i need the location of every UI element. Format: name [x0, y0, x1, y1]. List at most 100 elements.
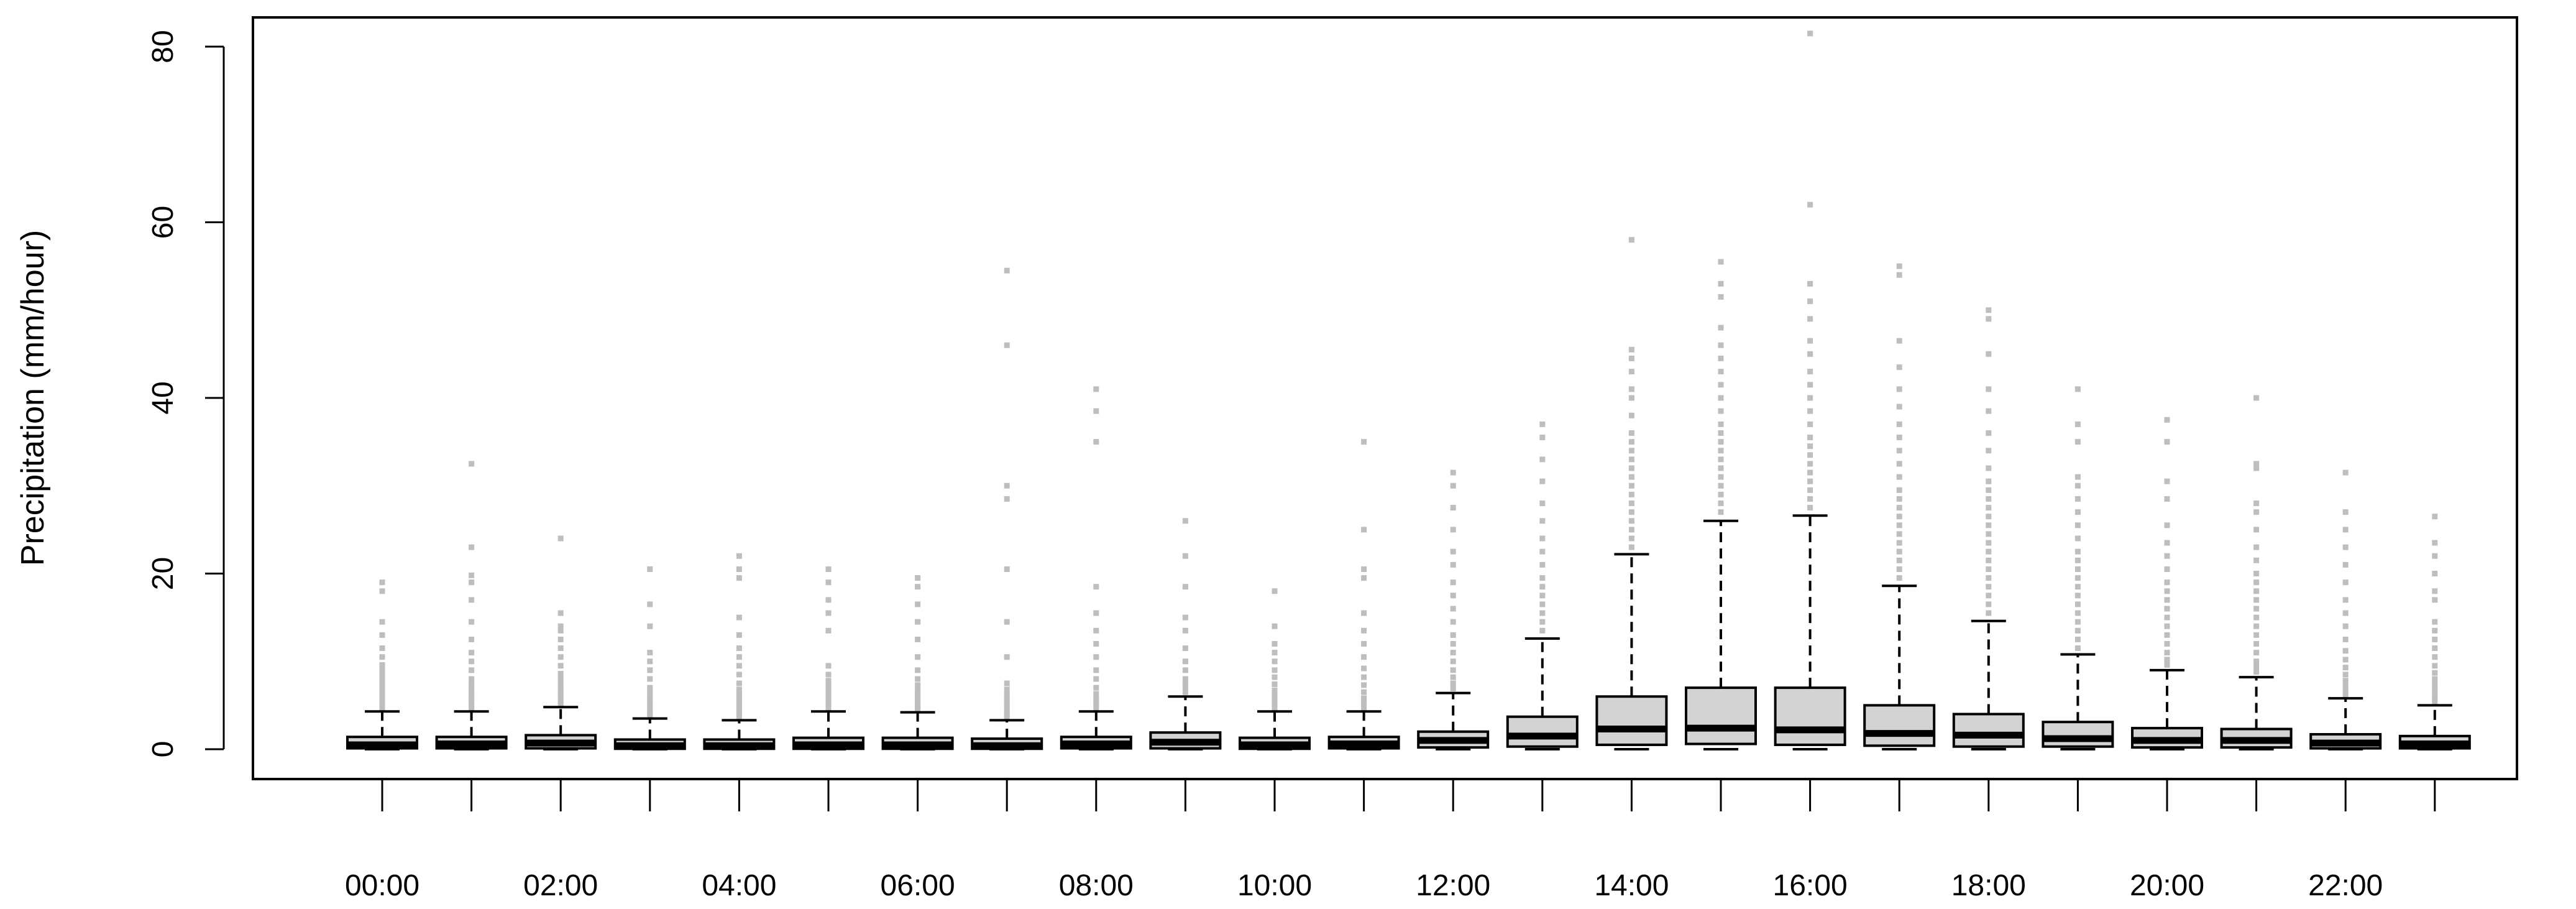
outlier-point [1718, 395, 1724, 401]
outlier-point [2253, 544, 2260, 550]
box-11:00 [1327, 439, 1400, 750]
outlier-point [379, 697, 385, 703]
outlier-point [736, 671, 742, 678]
outlier-point [1807, 478, 1813, 484]
outlier-point [1450, 686, 1456, 692]
outlier-point [1004, 496, 1010, 502]
outlier-point [1361, 527, 1367, 533]
outlier-point [557, 675, 564, 681]
outlier-point [469, 636, 475, 642]
outlier-point [1093, 386, 1099, 392]
outlier-point [469, 461, 475, 467]
outlier-point [2432, 686, 2438, 693]
outlier-point [1272, 674, 1278, 680]
outlier-point [2074, 636, 2081, 642]
outlier-point [2432, 627, 2438, 634]
outlier-point [1361, 575, 1367, 581]
outlier-point [379, 645, 385, 652]
outlier-point [2074, 619, 2081, 625]
outlier-point [2164, 566, 2170, 572]
outlier-point [1807, 496, 1813, 502]
outlier-point [1896, 505, 1902, 511]
outlier-point [1628, 456, 1634, 463]
box-02:00 [525, 535, 597, 750]
outlier-point [2253, 557, 2260, 563]
outlier-point [915, 601, 921, 607]
outlier-point [2074, 482, 2081, 489]
y-tick-label: 40 [147, 381, 180, 414]
outlier-point [1718, 509, 1724, 515]
outlier-point [1807, 469, 1813, 476]
x-tick-label: 00:00 [345, 869, 419, 902]
outlier-point [2164, 641, 2170, 647]
outlier-point [1272, 667, 1278, 673]
outlier-point [1628, 369, 1634, 375]
outlier-point [2074, 439, 2081, 445]
outlier-point [1004, 680, 1010, 686]
outlier-point [1450, 667, 1456, 673]
outlier-point [1986, 557, 1992, 563]
outlier-point [557, 610, 564, 616]
outlier-point [1986, 522, 1992, 528]
outlier-point [469, 706, 475, 712]
outlier-point [1896, 566, 1902, 572]
outlier-point [1272, 705, 1278, 711]
outlier-point [1004, 696, 1010, 702]
outlier-point [2164, 553, 2170, 559]
outlier-point [1986, 531, 1992, 537]
outlier-point [1450, 619, 1456, 625]
outlier-point [2342, 678, 2349, 684]
outlier-point [915, 654, 921, 660]
outlier-point [1628, 509, 1634, 515]
outlier-point [2253, 588, 2260, 594]
outlier-point [1004, 566, 1010, 572]
outlier-point [915, 682, 921, 688]
outlier-point [1718, 355, 1724, 361]
outlier-point [1093, 641, 1099, 647]
outlier-point [1896, 263, 1902, 269]
outlier-point [2253, 501, 2260, 506]
outlier-point [825, 663, 832, 669]
outlier-point [1896, 386, 1902, 392]
outlier-point [2432, 676, 2438, 682]
outlier-point [825, 699, 832, 705]
outlier-point [469, 650, 475, 656]
outlier-point [1986, 540, 1992, 546]
outlier-point [469, 702, 475, 708]
outlier-point [2432, 553, 2438, 559]
outlier-point [825, 695, 832, 701]
box-01:00 [435, 461, 508, 750]
outlier-point [557, 645, 564, 652]
outlier-point [379, 690, 385, 696]
outlier-point [2074, 496, 2081, 502]
outlier-point [1807, 369, 1813, 375]
outlier-point [379, 683, 385, 689]
outlier-point [1539, 535, 1546, 542]
outlier-point [1361, 682, 1367, 688]
outlier-point [2432, 654, 2438, 660]
outlier-point [2074, 557, 2081, 563]
outlier-point [2342, 469, 2349, 476]
outlier-point [2253, 571, 2260, 576]
outlier-point [1272, 588, 1278, 594]
outlier-point [825, 671, 832, 678]
outlier-point [379, 667, 385, 673]
outlier-point [736, 663, 742, 669]
outlier-point [1361, 701, 1367, 707]
outlier-point [1628, 474, 1634, 480]
outlier-point [1539, 435, 1546, 441]
outlier-point [647, 676, 653, 682]
outlier-point [2342, 544, 2349, 550]
outlier-point [557, 701, 564, 708]
outlier-point [1718, 474, 1724, 480]
outlier-point [647, 623, 653, 629]
outlier-point [1628, 448, 1634, 454]
box-14:00 [1595, 237, 1668, 750]
outlier-point [1361, 439, 1367, 445]
outlier-point [1182, 689, 1188, 695]
box-18:00 [1952, 307, 2025, 750]
outlier-point [1539, 421, 1546, 427]
outlier-point [379, 632, 385, 638]
outlier-point [2342, 648, 2349, 654]
